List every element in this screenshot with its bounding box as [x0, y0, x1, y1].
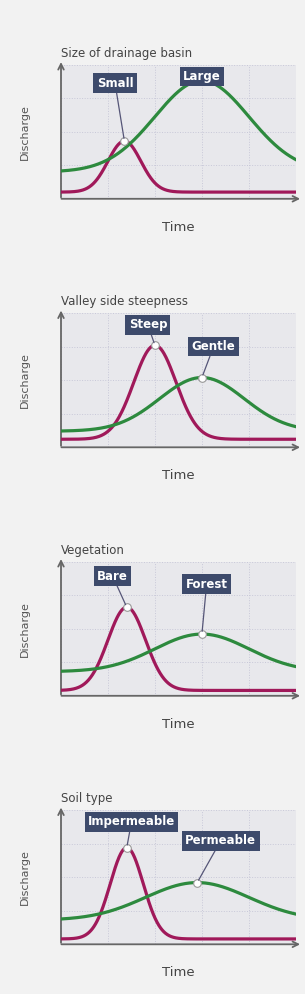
Text: Bare: Bare: [97, 570, 128, 604]
Text: Impermeable: Impermeable: [88, 815, 175, 845]
Text: Small: Small: [97, 77, 133, 138]
Text: Discharge: Discharge: [20, 849, 29, 906]
Text: Size of drainage basin: Size of drainage basin: [61, 47, 192, 60]
Text: Valley side steepness: Valley side steepness: [61, 295, 188, 308]
Text: Soil type: Soil type: [61, 792, 113, 805]
Text: Discharge: Discharge: [20, 600, 29, 657]
Text: Discharge: Discharge: [20, 103, 29, 160]
Text: Time: Time: [162, 469, 195, 482]
Text: Permeable: Permeable: [185, 834, 256, 880]
Text: Vegetation: Vegetation: [61, 544, 125, 557]
Text: Large: Large: [183, 70, 221, 83]
Text: Steep: Steep: [129, 318, 167, 343]
Text: Time: Time: [162, 221, 195, 234]
Text: Gentle: Gentle: [192, 340, 235, 375]
Text: Time: Time: [162, 966, 195, 979]
Text: Time: Time: [162, 718, 195, 731]
Text: Forest: Forest: [186, 578, 228, 631]
Text: Discharge: Discharge: [20, 352, 29, 409]
